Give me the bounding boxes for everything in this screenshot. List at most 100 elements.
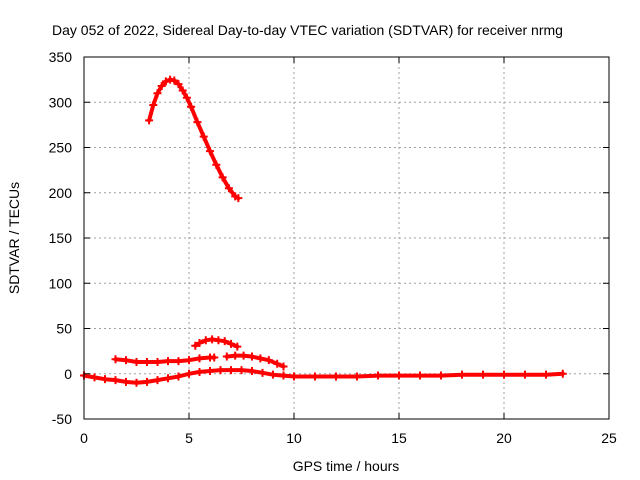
- y-tick-label: 250: [49, 140, 73, 156]
- data-point: [234, 194, 243, 203]
- data-point: [206, 147, 214, 156]
- x-tick-label: 0: [80, 430, 88, 446]
- data-point: [248, 367, 256, 376]
- data-point: [227, 366, 235, 375]
- data-point: [187, 102, 196, 111]
- data-point: [222, 352, 231, 361]
- data-point: [149, 100, 158, 109]
- data-point: [122, 356, 130, 365]
- data-point: [153, 376, 162, 385]
- data-point: [290, 372, 298, 381]
- data-point: [161, 77, 170, 86]
- series-arc-mid: [222, 351, 288, 371]
- data-series: [80, 75, 567, 387]
- data-point: [174, 357, 183, 366]
- data-point: [111, 376, 120, 385]
- data-point: [220, 337, 229, 346]
- y-tick-labels: -50 0 50 100 150 200 250 300 350: [49, 49, 73, 427]
- data-point: [416, 371, 424, 380]
- data-point: [157, 81, 166, 90]
- x-tick-labels: 0 5 10 15 20 25: [80, 430, 617, 446]
- data-point: [500, 370, 508, 379]
- y-tick-label: 300: [49, 94, 73, 110]
- data-point: [521, 370, 529, 379]
- data-point: [239, 351, 248, 360]
- x-axis-label: GPS time / hours: [293, 458, 400, 474]
- data-point: [210, 353, 219, 362]
- series-arc-high: [145, 75, 243, 203]
- data-point: [195, 367, 204, 376]
- data-point: [164, 357, 172, 366]
- data-point: [143, 357, 151, 366]
- x-tick-label: 15: [391, 430, 407, 446]
- series-arc-base: [80, 366, 567, 387]
- series-line: [147, 77, 241, 201]
- data-point: [216, 366, 225, 375]
- data-point: [353, 372, 361, 381]
- data-point: [182, 93, 191, 102]
- data-point: [273, 359, 282, 368]
- data-point: [227, 339, 235, 348]
- chart-title: Day 052 of 2022, Sidereal Day-to-day VTE…: [52, 22, 563, 38]
- series-arc-bump: [191, 335, 242, 351]
- data-point: [195, 354, 204, 363]
- data-point: [174, 372, 183, 381]
- x-tick-label: 25: [601, 430, 617, 446]
- grid: [84, 57, 609, 419]
- data-point: [153, 357, 162, 366]
- data-point: [248, 352, 256, 361]
- data-point: [185, 356, 193, 365]
- data-point: [218, 173, 227, 182]
- data-point: [164, 374, 172, 383]
- y-tick-label: 50: [56, 321, 72, 337]
- y-tick-label: 350: [49, 49, 73, 65]
- data-point: [395, 371, 403, 380]
- data-point: [185, 369, 193, 378]
- data-point: [132, 378, 141, 387]
- data-point: [237, 366, 246, 375]
- data-point: [258, 368, 267, 377]
- data-point: [264, 356, 273, 365]
- data-point: [111, 355, 120, 364]
- y-tick-label: 200: [49, 185, 73, 201]
- x-tick-label: 10: [286, 430, 302, 446]
- data-point: [132, 357, 141, 366]
- data-point: [332, 372, 340, 381]
- data-point: [479, 370, 487, 379]
- data-point: [311, 372, 319, 381]
- data-point: [233, 342, 242, 351]
- data-point: [231, 351, 240, 360]
- x-tick-label: 20: [496, 430, 512, 446]
- y-tick-label: -50: [52, 411, 72, 427]
- data-point: [224, 184, 233, 193]
- series-line: [82, 368, 565, 385]
- axis-ticks: [83, 56, 610, 420]
- data-point: [101, 375, 109, 384]
- data-point: [178, 86, 187, 95]
- data-point: [269, 370, 277, 379]
- data-point: [206, 367, 214, 376]
- data-point: [195, 338, 204, 347]
- data-point: [193, 118, 202, 127]
- data-point: [437, 371, 445, 380]
- data-point: [279, 371, 288, 380]
- data-point: [170, 76, 179, 85]
- data-point: [153, 89, 162, 98]
- data-point: [542, 370, 550, 379]
- data-point: [279, 362, 288, 371]
- data-point: [199, 132, 208, 141]
- data-point: [374, 371, 382, 380]
- y-tick-label: 150: [49, 230, 73, 246]
- data-point: [122, 377, 130, 386]
- data-point: [90, 373, 99, 382]
- data-point: [143, 377, 151, 386]
- x-tick-label: 5: [185, 430, 193, 446]
- y-tick-label: 100: [49, 275, 73, 291]
- data-point: [174, 80, 183, 89]
- y-axis-label: SDTVAR / TECUs: [6, 182, 22, 294]
- data-point: [458, 370, 466, 379]
- series-arc-upper: [111, 353, 219, 366]
- data-point: [558, 369, 567, 378]
- data-point: [145, 116, 154, 125]
